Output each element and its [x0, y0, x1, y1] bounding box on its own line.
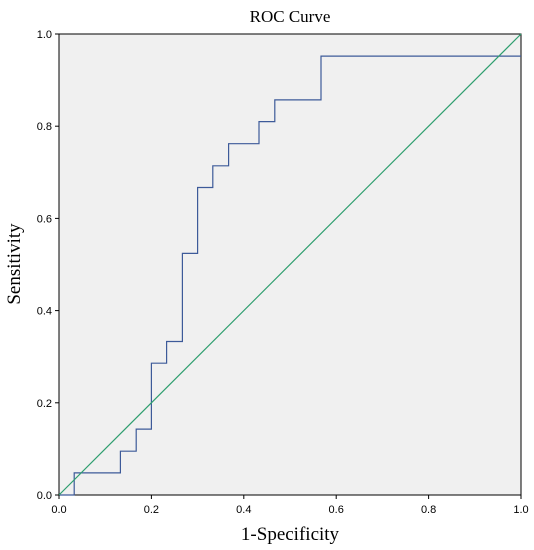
y-tick-label: 0.4: [37, 306, 52, 318]
x-tick-label: 0.0: [51, 504, 66, 516]
series-layer: [58, 33, 522, 496]
x-tick-label: 0.2: [144, 504, 159, 516]
x-tick-label: 1.0: [513, 504, 528, 516]
y-tick-label: 0.2: [37, 398, 52, 410]
roc-curve-line: [59, 55, 521, 496]
y-tick-label: 1.0: [37, 29, 52, 41]
y-tick-label: 0.8: [37, 121, 52, 133]
y-tick-label: 0.6: [37, 213, 52, 225]
y-tick-label: 0.0: [37, 490, 52, 502]
chart-title: ROC Curve: [250, 7, 331, 26]
x-tick-label: 0.8: [421, 504, 436, 516]
x-axis: 0.0 0.2 0.4 0.6 0.8 1.0: [51, 495, 529, 516]
reference-line: [58, 33, 522, 496]
y-axis: 0.0 0.2 0.4 0.6 0.8 1.0: [37, 29, 59, 502]
x-axis-label: 1-Specificity: [241, 524, 340, 545]
x-tick-label: 0.6: [329, 504, 344, 516]
x-tick-label: 0.4: [236, 504, 251, 516]
y-axis-label: Sensitivity: [4, 223, 25, 305]
